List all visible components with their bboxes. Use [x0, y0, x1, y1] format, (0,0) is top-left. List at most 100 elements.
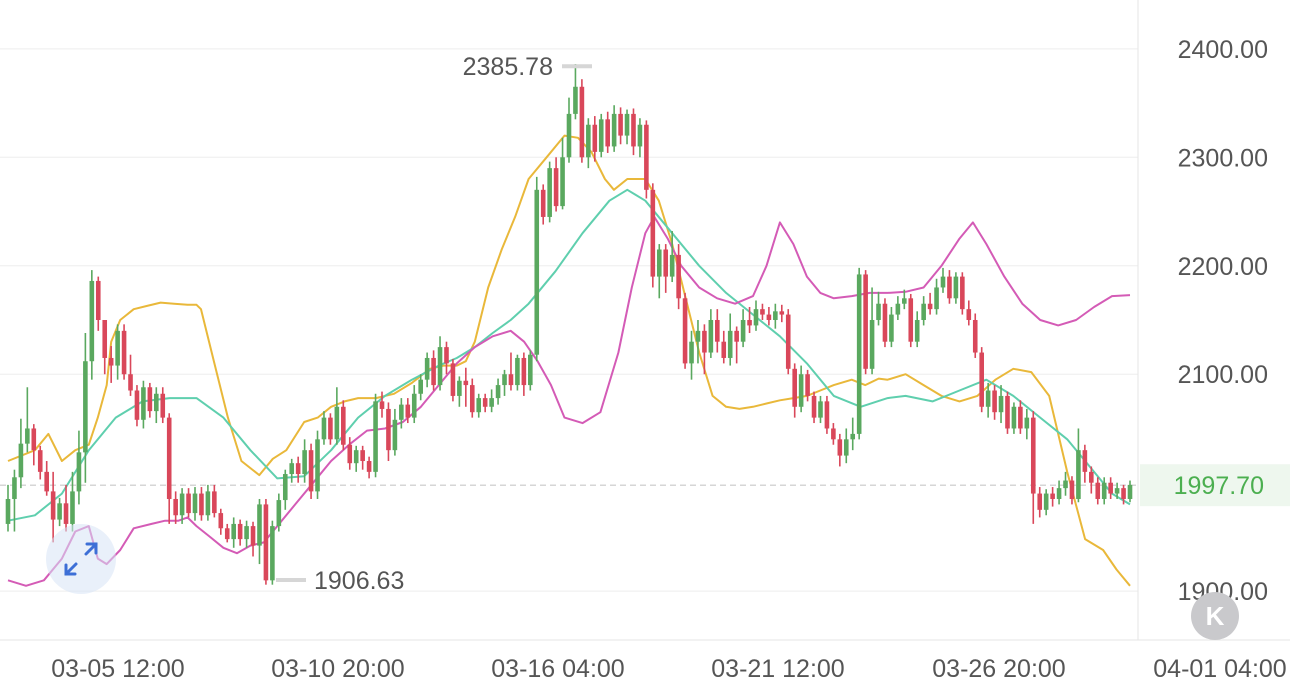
candle: [553, 157, 559, 212]
candle: [18, 418, 24, 489]
candle: [154, 387, 159, 424]
candle-body: [682, 298, 688, 364]
candle-body: [405, 404, 411, 418]
y-tick-label: 2100.00: [1178, 361, 1268, 389]
candle: [489, 389, 494, 413]
candle-body: [160, 393, 166, 418]
candle-body: [5, 498, 11, 524]
candle: [727, 313, 733, 366]
candle: [663, 244, 669, 293]
x-tick-label: 03-26 20:00: [932, 655, 1065, 683]
candle: [315, 430, 320, 499]
candle-body: [573, 86, 578, 114]
candle-body: [921, 303, 926, 320]
candle: [863, 270, 868, 375]
candle: [682, 292, 688, 369]
candle: [747, 306, 752, 334]
candle: [57, 497, 62, 527]
candle: [902, 289, 907, 310]
candle-body: [669, 254, 675, 277]
candle-body: [57, 503, 62, 520]
candle-body: [431, 357, 436, 386]
candle-body: [121, 330, 127, 375]
candle-body: [1089, 471, 1094, 483]
candle-body: [631, 113, 636, 147]
candle-body: [83, 361, 88, 453]
candle: [121, 324, 127, 380]
candle-body: [44, 471, 49, 492]
candle: [37, 445, 43, 480]
candle-body: [914, 320, 920, 342]
candle-body: [366, 461, 372, 472]
candle-body: [476, 398, 482, 413]
candle: [166, 413, 172, 524]
band-middle: [7, 188, 1131, 522]
candle: [824, 395, 830, 434]
candle-body: [308, 450, 314, 492]
candle: [295, 456, 301, 483]
candle-body: [1024, 417, 1030, 429]
candle: [966, 300, 972, 326]
candle: [869, 287, 875, 375]
candle: [573, 64, 578, 120]
candle: [199, 487, 204, 521]
candle: [366, 456, 372, 479]
candle: [598, 113, 604, 158]
candle-body: [702, 330, 707, 353]
candle: [328, 413, 333, 445]
candle: [979, 347, 984, 413]
candle-body: [70, 491, 75, 524]
price-markers: 2385.78 1906.63: [276, 53, 592, 595]
candle: [147, 382, 153, 418]
candle: [818, 395, 823, 424]
candle: [321, 411, 327, 445]
candle: [940, 267, 946, 293]
candle-body: [379, 401, 385, 409]
candle: [586, 118, 591, 169]
candle: [70, 471, 75, 532]
candle: [83, 333, 88, 483]
candle: [63, 484, 69, 532]
candle-body: [934, 287, 939, 310]
candle-body: [792, 368, 797, 407]
candle-body: [818, 401, 823, 418]
candle: [618, 107, 623, 145]
candle-body: [482, 398, 488, 407]
candle: [476, 393, 482, 418]
candle-body: [173, 498, 178, 516]
candle: [831, 423, 836, 445]
candle: [753, 300, 759, 331]
candle-body: [450, 363, 456, 396]
candle: [50, 471, 56, 543]
candle: [1056, 480, 1062, 505]
bollinger-bands: [7, 134, 1131, 587]
candle: [811, 391, 817, 424]
candle: [856, 267, 862, 440]
candle-body: [540, 189, 546, 217]
candle-body: [237, 523, 243, 540]
candle: [1108, 477, 1113, 499]
candle-body: [392, 419, 398, 451]
candle: [773, 303, 778, 329]
candle-body: [347, 444, 353, 464]
candle: [644, 120, 649, 199]
candle: [360, 445, 365, 470]
candle-body: [547, 168, 552, 217]
candle: [1050, 487, 1055, 507]
kline-toggle-button[interactable]: K: [1191, 592, 1239, 640]
candle-body: [902, 298, 907, 304]
candle: [702, 324, 707, 375]
expand-icon: [64, 542, 98, 576]
candle: [334, 387, 340, 445]
candle: [502, 369, 507, 396]
y-tick-label: 2200.00: [1178, 253, 1268, 281]
candle: [263, 498, 269, 585]
candle-body: [360, 450, 365, 462]
expand-button[interactable]: [46, 524, 116, 594]
candle-body: [1005, 395, 1010, 429]
candle-body: [1030, 417, 1036, 494]
candle-body: [18, 443, 24, 478]
candle-body: [605, 119, 610, 147]
